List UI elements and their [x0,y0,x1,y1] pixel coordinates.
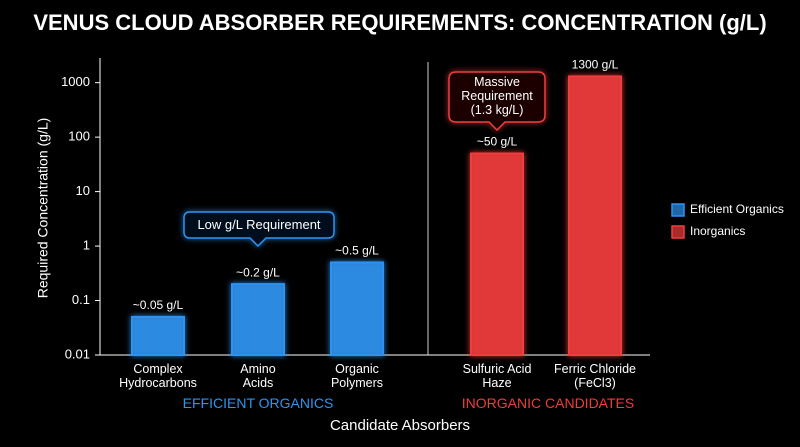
legend-swatch [671,225,685,239]
bar [231,283,285,356]
bar [131,315,185,357]
x-tick-label: Ferric Chloride (FeCl3) [554,362,636,390]
value-label: ~50 g/L [477,135,518,149]
bar [330,261,384,356]
x-axis-label: Candidate Absorbers [330,417,470,434]
y-tick-label: 100 [68,129,90,144]
group-label: EFFICIENT ORGANICS [182,395,334,411]
value-label: ~0.5 g/L [335,244,379,258]
y-tick-label: 0.01 [65,346,90,361]
y-tick-label: 0.1 [72,292,90,307]
legend-swatch [671,203,685,217]
bar [470,152,524,356]
group-label: INORGANIC CANDIDATES [461,395,635,411]
annotation: Low g/L Requirement [197,217,321,232]
value-label: ~0.2 g/L [236,265,280,279]
x-tick-label: Organic Polymers [330,362,384,390]
callout-box [448,71,546,132]
x-tick-label: Complex Hydrocarbons [119,362,197,390]
x-tick-label: Amino Acids [240,362,276,390]
x-tick-label: Sulfuric Acid Haze [462,362,532,390]
bar [568,75,622,357]
annotation: Massive Requirement (1.3 kg/L) [461,75,533,117]
y-tick-label: 1000 [61,74,90,89]
y-tick-label: 10 [76,183,90,198]
legend-label: Efficient Organics [690,202,784,216]
y-axis-label: Required Concentration (g/L) [35,118,51,299]
y-tick-label: 1 [83,238,90,253]
value-label: ~0.05 g/L [133,298,184,312]
legend-label: Inorganics [690,224,745,238]
value-label: 1300 g/L [572,58,619,72]
chart-title: VENUS CLOUD ABSORBER REQUIREMENTS: CONCE… [33,10,766,35]
callout-box [183,211,335,248]
